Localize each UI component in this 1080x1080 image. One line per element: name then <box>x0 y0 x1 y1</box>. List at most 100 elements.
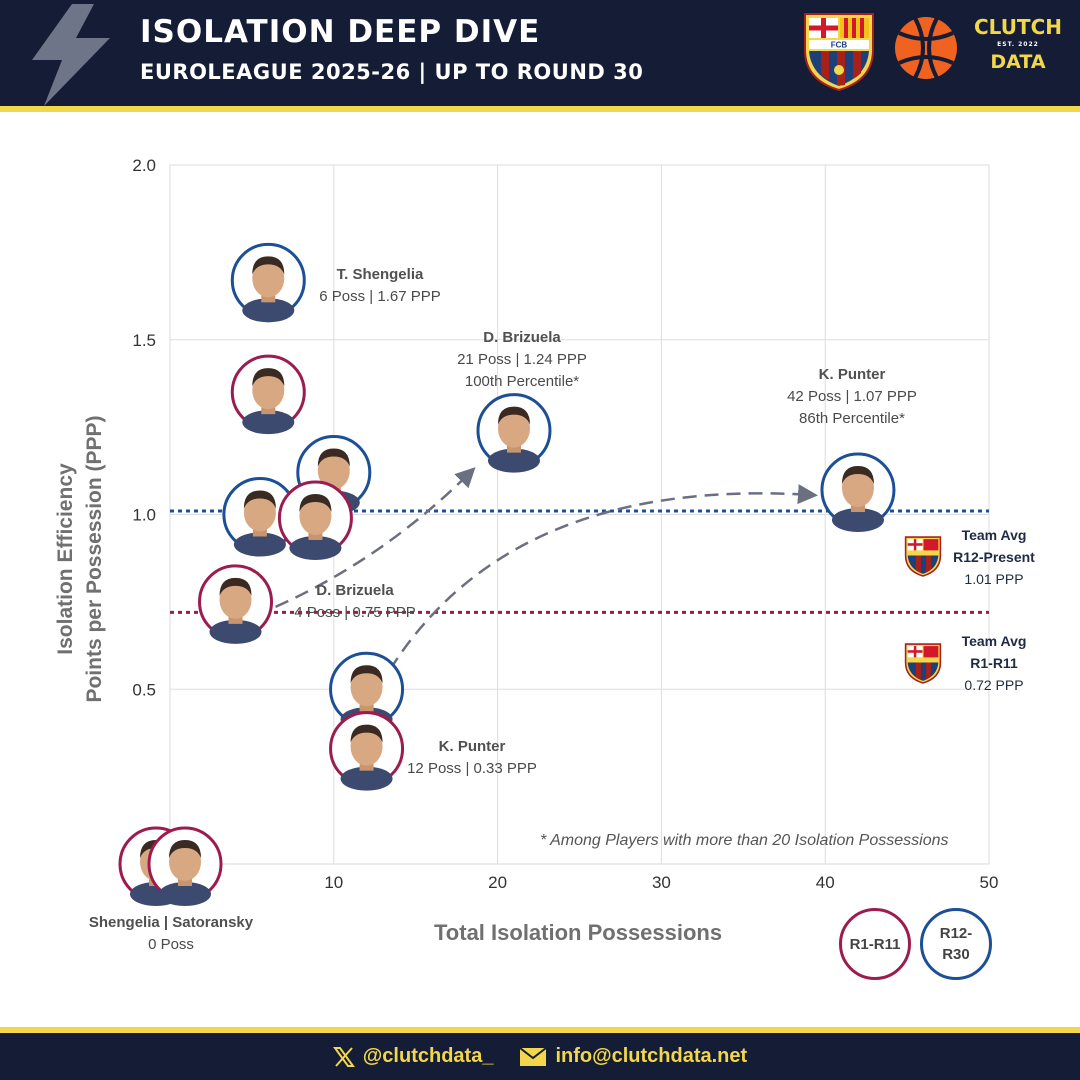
avatar-shirt <box>159 882 211 906</box>
label-stats: 4 Poss | 0.75 PPP <box>294 604 416 621</box>
avatar-shirt <box>242 410 295 435</box>
avatar-face <box>219 580 252 619</box>
avatar-hair <box>350 665 383 684</box>
y-tick-label: 1.0 <box>132 506 156 525</box>
footer-stripe <box>0 1027 1080 1033</box>
player-point <box>820 452 896 533</box>
label-name: Team Avg <box>961 633 1027 649</box>
player-point <box>476 393 552 473</box>
label-team-avg-r1: Team Avg R1-R11 0.72 PPP <box>935 630 1053 696</box>
y-axis-title: Isolation Efficiency Points per Possessi… <box>51 409 109 709</box>
label-shengelia-r2: T. Shengelia 6 Poss | 1.67 PPP <box>300 264 460 308</box>
player-point <box>147 826 223 906</box>
label-name: Shengelia | Satoransky <box>88 914 254 931</box>
label-punter-r2: K. Punter 42 Poss | 1.07 PPP 86th Percen… <box>762 364 942 430</box>
avatar-face <box>350 668 383 707</box>
avatar-hair <box>841 466 874 485</box>
label-punter-r1: K. Punter 12 Poss | 0.33 PPP <box>392 736 552 780</box>
legend-r2: R12- R30 <box>920 908 992 980</box>
label-stats: 21 Poss | 1.24 PPP <box>457 351 587 368</box>
lightning-bolt-icon <box>32 4 110 106</box>
player-point <box>198 564 274 644</box>
page-subtitle: EUROLEAGUE 2025-26 | UP TO ROUND 30 <box>140 60 644 84</box>
x-tick-label: 40 <box>816 873 835 892</box>
label-name: D. Brizuela <box>483 329 561 346</box>
label-stats: 6 Poss | 1.67 PPP <box>319 288 441 305</box>
avatar-face <box>252 371 285 410</box>
svg-text:FCB: FCB <box>831 41 848 50</box>
avatar-hair <box>350 724 383 743</box>
avatar-shirt <box>233 532 286 557</box>
avatar-hair <box>497 406 530 425</box>
x-twitter-icon <box>332 1046 355 1067</box>
label-stats: 42 Poss | 1.07 PPP <box>787 388 917 405</box>
label-stats: 12 Poss | 0.33 PPP <box>407 760 537 777</box>
avatar-face <box>497 409 530 448</box>
label-value: 0.72 PPP <box>964 677 1024 693</box>
y-axis-title-line2: Points per Possession (PPP) <box>83 415 106 703</box>
avatar-face <box>350 727 383 766</box>
label-name: D. Brizuela <box>316 582 394 599</box>
label-name: T. Shengelia <box>336 266 424 283</box>
avatar-hair <box>243 490 276 509</box>
clutch-data-logo: CLUTCH EST. 2022 DATA <box>966 14 1070 74</box>
x-tick-label: 10 <box>324 873 343 892</box>
label-team-avg-r2: Team Avg R12-Present 1.01 PPP <box>935 524 1053 590</box>
label-brizuela-r1: D. Brizuela 4 Poss | 0.75 PPP <box>270 580 440 624</box>
avatar-face <box>841 469 874 508</box>
avatar-hair <box>299 493 332 512</box>
player-point <box>230 354 306 435</box>
y-axis-title-line1: Isolation Efficiency <box>54 463 77 655</box>
label-brizuela-r2: D. Brizuela 21 Poss | 1.24 PPP 100th Per… <box>432 327 612 393</box>
avatar-shirt <box>289 535 342 560</box>
mail-icon <box>519 1046 548 1066</box>
avatar-face <box>169 843 201 881</box>
label-period: R1-R11 <box>970 655 1018 671</box>
header-bar: ISOLATION DEEP DIVE EUROLEAGUE 2025-26 |… <box>0 0 1080 106</box>
avatar-hair <box>317 448 350 467</box>
trend-arrow <box>275 467 476 609</box>
legend-r2-line1: R12- <box>939 925 973 942</box>
player-point <box>222 477 298 557</box>
x-tick-label: 20 <box>488 873 507 892</box>
label-percentile: 100th Percentile* <box>464 373 580 390</box>
x-axis-title: Total Isolation Possessions <box>434 920 723 945</box>
avatar-face <box>243 493 276 532</box>
y-tick-label: 0.5 <box>132 680 156 699</box>
email-address: info@clutchdata.net <box>555 1045 748 1067</box>
label-name: K. Punter <box>438 738 506 755</box>
avatar-face <box>317 451 350 490</box>
brand-line2: DATA <box>990 51 1046 73</box>
label-zero-poss: Shengelia | Satoransky 0 Poss <box>76 912 266 956</box>
footer-bar: @clutchdata_ info@clutchdata.net <box>0 1033 1080 1080</box>
scatter-chart: 10 20 30 40 50 0.5 1.0 1.5 2.0 <box>118 156 998 906</box>
avatar-shirt <box>209 619 262 644</box>
avatar-hair <box>252 256 285 275</box>
avatar-face <box>252 259 285 298</box>
euroleague-logo-icon <box>895 17 957 79</box>
label-value: 1.01 PPP <box>964 571 1024 587</box>
label-name: K. Punter <box>818 366 886 383</box>
header-stripe <box>0 106 1080 112</box>
footer-twitter[interactable]: @clutchdata_ <box>332 1045 493 1068</box>
avatar-hair <box>219 577 252 596</box>
label-name: Team Avg <box>961 527 1027 543</box>
y-tick-label: 2.0 <box>132 156 156 175</box>
brand-line1: CLUTCH <box>973 15 1062 39</box>
avatar-shirt <box>242 298 295 323</box>
fcb-crest-icon: FCB <box>804 13 874 92</box>
label-percentile: 86th Percentile* <box>799 410 905 427</box>
player-point <box>230 242 306 323</box>
avatar-face <box>299 496 332 535</box>
avatar-hair <box>169 840 201 858</box>
avatar-shirt <box>340 766 393 791</box>
player-point <box>277 480 353 560</box>
legend-r1: R1-R11 <box>839 908 911 980</box>
player-point <box>329 711 405 791</box>
avatar-shirt <box>487 448 540 473</box>
brand-est: EST. 2022 <box>997 41 1039 48</box>
legend-r2-line2: R30 <box>942 946 970 963</box>
footer-email[interactable]: info@clutchdata.net <box>519 1045 747 1068</box>
trend-arrow <box>377 484 818 690</box>
page-title: ISOLATION DEEP DIVE <box>140 14 541 50</box>
